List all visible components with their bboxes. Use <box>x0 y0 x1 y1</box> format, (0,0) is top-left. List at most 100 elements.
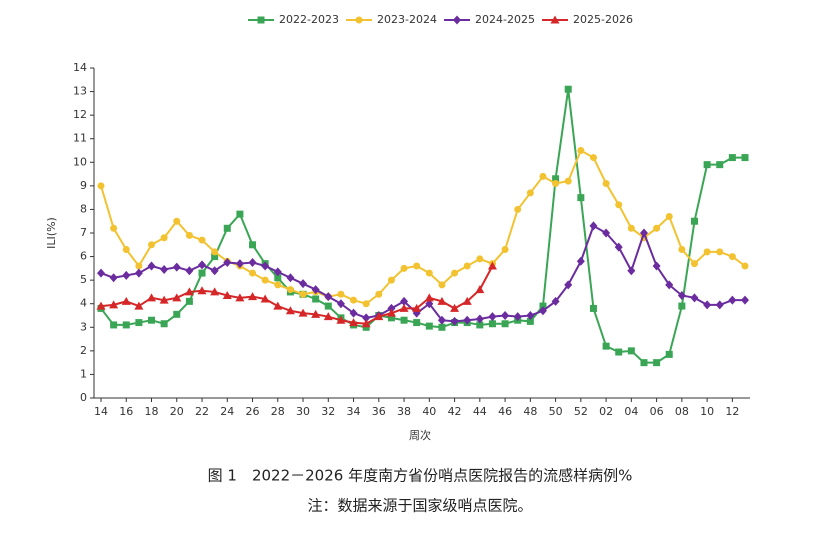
marker <box>602 342 610 350</box>
marker <box>463 315 472 325</box>
marker <box>134 301 144 310</box>
marker <box>210 287 220 296</box>
series-line <box>100 265 494 325</box>
marker <box>185 266 194 276</box>
x-tick-label: 18 <box>145 405 159 418</box>
marker <box>715 300 724 310</box>
y-tick-label: 6 <box>80 250 87 263</box>
marker <box>173 310 181 318</box>
marker <box>615 348 623 356</box>
y-axis-label: ILI(%) <box>45 217 58 249</box>
marker <box>552 180 560 187</box>
marker <box>716 161 724 169</box>
marker <box>274 281 282 289</box>
y-tick-label: 5 <box>80 273 87 286</box>
x-tick-label: 14 <box>94 405 108 418</box>
marker <box>198 260 207 270</box>
marker <box>677 290 686 300</box>
marker <box>222 290 232 299</box>
marker <box>97 268 105 278</box>
marker <box>399 303 409 312</box>
y-tick-label: 8 <box>80 202 87 215</box>
x-tick-label: 42 <box>448 405 462 418</box>
marker <box>450 316 459 326</box>
marker <box>589 304 597 312</box>
y-tick-label: 3 <box>80 320 87 333</box>
marker <box>110 224 118 232</box>
marker <box>703 248 711 256</box>
marker <box>324 292 333 302</box>
x-tick-label: 36 <box>372 405 386 418</box>
marker <box>160 320 168 328</box>
marker <box>311 285 320 295</box>
x-tick-label: 10 <box>700 405 714 418</box>
marker <box>109 273 118 283</box>
marker <box>665 350 673 358</box>
marker <box>526 311 535 320</box>
marker <box>741 154 749 162</box>
series-line <box>100 149 746 305</box>
y-tick-label: 9 <box>80 179 87 192</box>
marker <box>235 259 244 269</box>
marker <box>285 306 295 315</box>
marker <box>173 217 181 225</box>
marker <box>211 253 219 261</box>
marker <box>652 261 661 271</box>
marker <box>615 201 623 209</box>
marker <box>299 290 307 298</box>
marker <box>463 262 471 270</box>
marker <box>678 246 686 253</box>
marker <box>197 286 207 295</box>
x-tick-label: 22 <box>195 405 209 418</box>
x-tick-label: 12 <box>725 405 739 418</box>
marker <box>627 347 635 355</box>
y-tick-label: 2 <box>80 344 87 357</box>
marker <box>249 241 257 249</box>
marker <box>400 296 409 306</box>
marker <box>235 293 245 302</box>
marker <box>311 309 321 318</box>
marker <box>550 15 560 24</box>
marker <box>362 313 371 323</box>
marker <box>488 312 497 322</box>
marker <box>386 308 396 317</box>
marker <box>159 295 169 304</box>
marker <box>564 177 572 185</box>
marker <box>576 256 585 266</box>
marker <box>552 175 560 183</box>
marker <box>450 303 460 312</box>
marker <box>653 359 661 367</box>
marker <box>387 303 396 313</box>
marker <box>589 221 598 231</box>
marker <box>678 302 686 310</box>
marker <box>627 266 636 276</box>
marker <box>451 269 459 277</box>
legend-label: 2022-2023 <box>279 13 339 26</box>
marker <box>425 269 433 277</box>
marker <box>462 296 472 305</box>
marker <box>185 297 193 305</box>
marker <box>198 236 206 244</box>
marker <box>501 246 509 253</box>
x-tick-label: 28 <box>271 405 285 418</box>
marker <box>475 285 485 294</box>
marker <box>425 322 433 330</box>
marker <box>324 302 332 310</box>
marker <box>323 312 333 321</box>
marker <box>653 224 661 232</box>
marker <box>387 314 395 322</box>
x-tick-label: 52 <box>574 405 588 418</box>
marker <box>539 172 547 180</box>
marker <box>248 292 258 301</box>
marker <box>639 228 648 238</box>
marker <box>703 300 712 310</box>
x-tick-label: 24 <box>220 405 234 418</box>
y-tick-label: 1 <box>80 367 87 380</box>
marker <box>728 154 736 162</box>
marker <box>741 295 749 305</box>
marker <box>261 276 269 284</box>
marker <box>148 316 156 324</box>
legend-label: 2023-2024 <box>377 13 437 26</box>
y-tick-label: 12 <box>73 108 87 121</box>
y-tick-label: 11 <box>73 132 87 145</box>
